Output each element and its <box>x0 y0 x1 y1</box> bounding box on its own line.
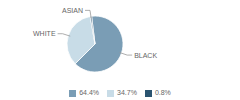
svg-text:ASIAN: ASIAN <box>62 7 83 14</box>
svg-text:WHITE: WHITE <box>33 30 56 37</box>
html-text:34.7%: 34.7% <box>117 89 137 96</box>
html-text:64.4%: 64.4% <box>79 89 99 96</box>
html-text:0.8%: 0.8% <box>154 89 171 96</box>
svg-text:BLACK: BLACK <box>134 52 157 59</box>
